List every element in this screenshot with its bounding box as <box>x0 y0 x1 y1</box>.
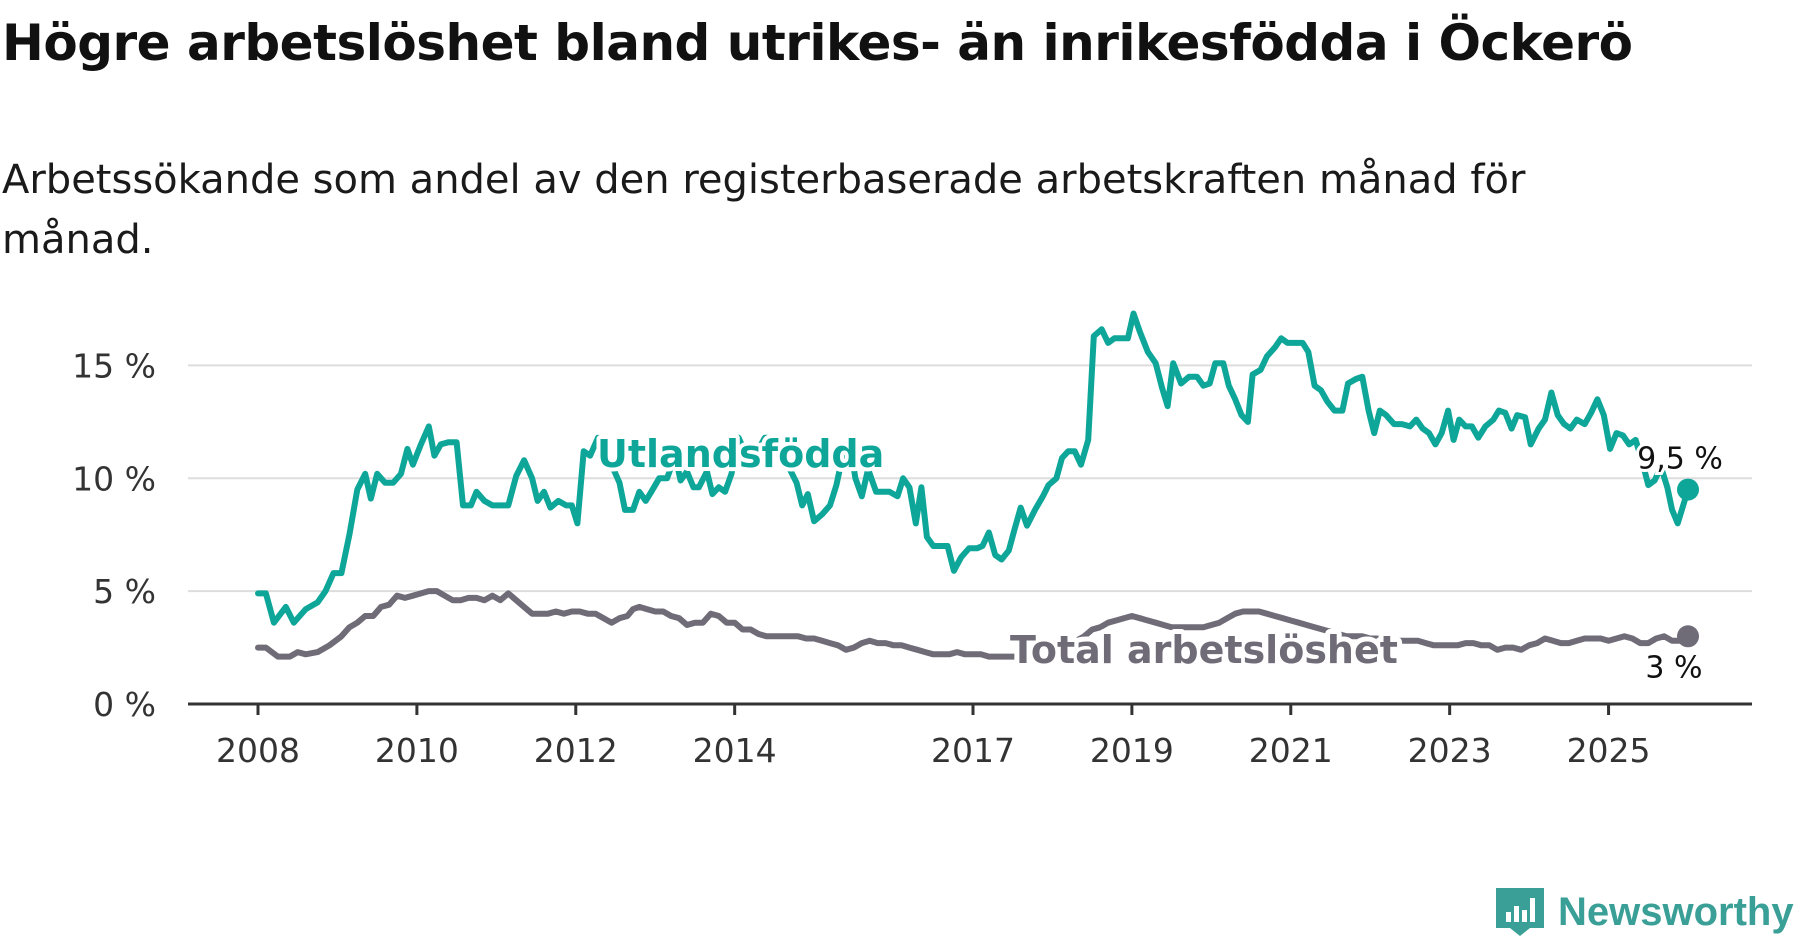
x-tick-label: 2012 <box>534 731 618 770</box>
series-label-total: Total arbetslöshet <box>1010 628 1398 672</box>
brand-name: Newsworthy <box>1558 889 1794 934</box>
y-tick-label: 5 % <box>93 572 156 611</box>
series-label-utlandsfodda: Utlandsfödda <box>597 432 884 476</box>
x-tick-label: 2019 <box>1090 731 1174 770</box>
newsworthy-logo-icon <box>1496 888 1544 936</box>
x-tick-label: 2023 <box>1408 731 1492 770</box>
x-tick-label: 2014 <box>693 731 777 770</box>
chart-subtitle: Arbetssökande som andel av den registerb… <box>2 157 1526 263</box>
y-tick-label: 15 % <box>72 346 156 385</box>
end-marker-total <box>1677 625 1699 648</box>
y-tick-label: 10 % <box>72 459 156 498</box>
end-marker-utlandsfodda <box>1677 478 1699 501</box>
chart-title: Högre arbetslöshet bland utrikes- än inr… <box>2 14 1633 72</box>
brand-logo: Newsworthy <box>1496 888 1794 936</box>
x-tick-label: 2025 <box>1567 731 1651 770</box>
end-label-total: 3 % <box>1645 650 1702 685</box>
y-tick-label: 0 % <box>93 685 156 724</box>
series-line-utlandsfodda <box>255 310 1691 626</box>
end-label-utlandsfodda: 9,5 % <box>1637 442 1723 477</box>
x-tick-label: 2017 <box>931 731 1015 770</box>
x-tick-label: 2010 <box>375 731 459 770</box>
x-tick-label: 2008 <box>216 731 300 770</box>
x-tick-label: 2021 <box>1249 731 1333 770</box>
series-line-total <box>255 588 1691 662</box>
